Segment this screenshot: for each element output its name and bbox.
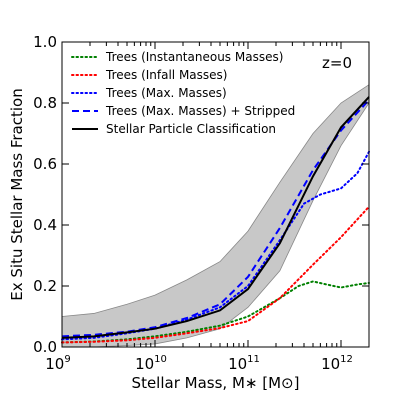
annotation-z: z=0 <box>322 54 352 72</box>
y-tick-label-3: 0.6 <box>33 155 57 173</box>
x-tick-label-1: 1010 <box>135 354 167 373</box>
x-tick-exponent-1: 10 <box>154 354 167 365</box>
y-tick-label-5: 1.0 <box>33 33 57 51</box>
x-tick-exponent-2: 11 <box>247 354 260 365</box>
x-tick-exponent-3: 12 <box>340 354 353 365</box>
y-axis-label: Ex Situ Stellar Mass Fraction <box>8 88 26 300</box>
x-axis-label: Stellar Mass, M∗ [M⊙] <box>132 374 300 392</box>
y-tick-label-4: 0.8 <box>33 94 57 112</box>
legend: Trees (Instantaneous Masses) Trees (Infal… <box>71 50 295 136</box>
plot-frame <box>61 41 370 348</box>
x-tick-label-0: 109 <box>45 354 70 373</box>
series-line-1 <box>61 205 370 344</box>
x-tick-label-2: 1011 <box>228 354 260 373</box>
x-tick-label-3: 1012 <box>321 354 353 373</box>
y-tick-label-2: 0.4 <box>33 216 57 234</box>
legend-label-2: Trees (Max. Masses) <box>105 86 227 100</box>
legend-label-4: Stellar Particle Classification <box>106 122 276 136</box>
series-line-4 <box>61 96 370 339</box>
y-tick-label-0: 0.0 <box>33 338 57 356</box>
legend-label-1: Trees (Infall Masses) <box>105 68 227 82</box>
series-line-0 <box>61 280 370 344</box>
legend-label-3: Trees (Max. Masses) + Stripped <box>105 104 295 118</box>
series-layer <box>61 96 370 344</box>
legend-label-0: Trees (Instantaneous Masses) <box>105 50 283 64</box>
x-tick-exponent-0: 9 <box>64 354 70 365</box>
y-tick-label-1: 0.2 <box>33 277 57 295</box>
series-line-3 <box>61 99 370 338</box>
